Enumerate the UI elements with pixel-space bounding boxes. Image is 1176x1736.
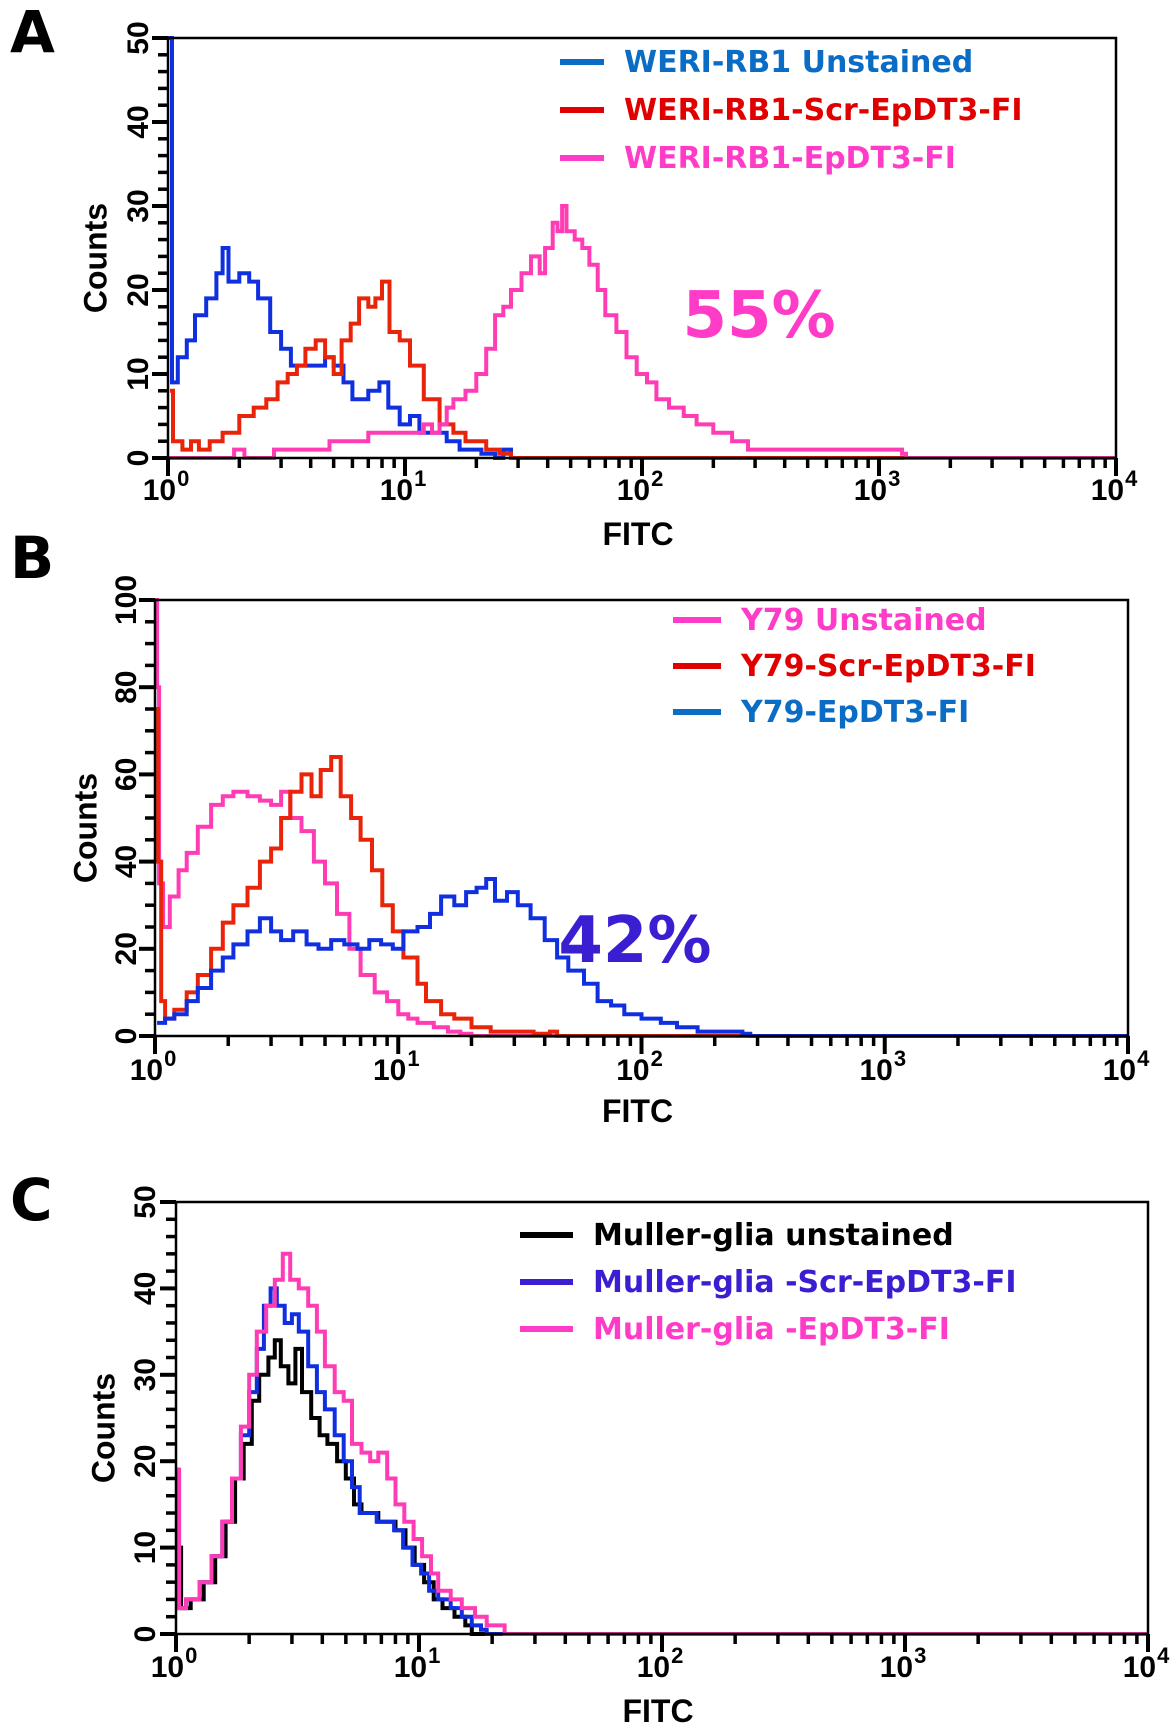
y-tick-label: 20 bbox=[110, 932, 143, 965]
legend-label: WERI-RB1-EpDT3-FI bbox=[624, 141, 956, 176]
panel-letter-b: B bbox=[10, 524, 54, 592]
series-line-1 bbox=[176, 1338, 1148, 1636]
series-line-3 bbox=[157, 877, 1128, 1038]
y-tick-label: 0 bbox=[110, 1028, 143, 1045]
y-tick-label: 80 bbox=[110, 671, 143, 704]
x-tick-label: 102 bbox=[637, 1643, 684, 1684]
y-tick-label: 0 bbox=[122, 450, 155, 467]
series-line-3 bbox=[176, 1251, 1148, 1636]
legend-label: Muller-glia -EpDT3-FI bbox=[593, 1312, 950, 1347]
x-tick-label: 104 bbox=[1091, 466, 1138, 507]
x-tick-label: 100 bbox=[143, 466, 190, 507]
x-tick-label: 104 bbox=[1123, 1643, 1170, 1684]
percentage-annotation-b: 42% bbox=[558, 904, 711, 978]
y-tick-label: 50 bbox=[122, 21, 155, 54]
y-tick-label: 60 bbox=[110, 758, 143, 791]
legend-label: WERI-RB1-Scr-EpDT3-FI bbox=[624, 93, 1023, 128]
y-axis-title-a: Counts bbox=[77, 203, 113, 313]
panel-b: B 100 101 102 103 104 0 20 40 60 80 100 Y79 Unstai… bbox=[10, 524, 1150, 1129]
x-tick-label: 103 bbox=[859, 1046, 906, 1087]
y-tick-label: 20 bbox=[122, 273, 155, 306]
legend-label: Y79-EpDT3-FI bbox=[740, 695, 969, 730]
panel-c: C 100 101 102 103 104 0 10 20 30 40 50 Muller-glia… bbox=[10, 1166, 1170, 1729]
x-tick-label: 100 bbox=[151, 1643, 198, 1684]
y-tick-label: 40 bbox=[122, 105, 155, 138]
y-tick-label: 20 bbox=[129, 1445, 162, 1478]
y-tick-label: 40 bbox=[129, 1272, 162, 1305]
legend-label: Muller-glia -Scr-EpDT3-FI bbox=[593, 1265, 1017, 1300]
series-line-1 bbox=[155, 598, 1128, 1038]
legend-label: WERI-RB1 Unstained bbox=[624, 45, 973, 80]
y-tick-label: 30 bbox=[129, 1358, 162, 1391]
panel-a: A 100 101 102 103 104 0 10 20 30 40 50 WERI-RB1 Un… bbox=[10, 0, 1138, 552]
x-tick-label: 102 bbox=[617, 466, 664, 507]
x-tick-label: 103 bbox=[854, 466, 901, 507]
legend-label: Muller-glia unstained bbox=[593, 1218, 954, 1253]
x-axis-title-c: FITC bbox=[622, 1693, 693, 1729]
series-line-3 bbox=[168, 204, 1116, 460]
y-tick-label: 30 bbox=[122, 189, 155, 222]
y-tick-label: 10 bbox=[129, 1531, 162, 1564]
x-tick-label: 104 bbox=[1103, 1046, 1150, 1087]
x-tick-label: 100 bbox=[130, 1046, 177, 1087]
y-tick-label: 0 bbox=[129, 1626, 162, 1643]
percentage-annotation-a: 55% bbox=[682, 279, 835, 353]
y-tick-label: 10 bbox=[122, 357, 155, 390]
y-tick-label: 100 bbox=[110, 575, 143, 625]
series-line-2 bbox=[155, 707, 1128, 1038]
x-axis-title-a: FITC bbox=[602, 516, 673, 552]
panel-letter-a: A bbox=[10, 0, 55, 66]
y-tick-label: 50 bbox=[129, 1185, 162, 1218]
y-axis-title-b: Counts bbox=[67, 773, 103, 883]
x-tick-label: 101 bbox=[394, 1643, 441, 1684]
legend-label: Y79 Unstained bbox=[740, 603, 987, 638]
x-axis-title-b: FITC bbox=[602, 1093, 673, 1129]
series-line-2 bbox=[170, 279, 1116, 460]
y-tick-label: 40 bbox=[110, 845, 143, 878]
x-tick-label: 102 bbox=[616, 1046, 663, 1087]
x-tick-label: 103 bbox=[880, 1643, 927, 1684]
x-tick-label: 101 bbox=[380, 466, 427, 507]
y-axis-title-c: Counts bbox=[85, 1373, 121, 1483]
x-tick-label: 101 bbox=[373, 1046, 420, 1087]
panel-letter-c: C bbox=[10, 1166, 53, 1234]
legend-label: Y79-Scr-EpDT3-FI bbox=[740, 649, 1036, 684]
